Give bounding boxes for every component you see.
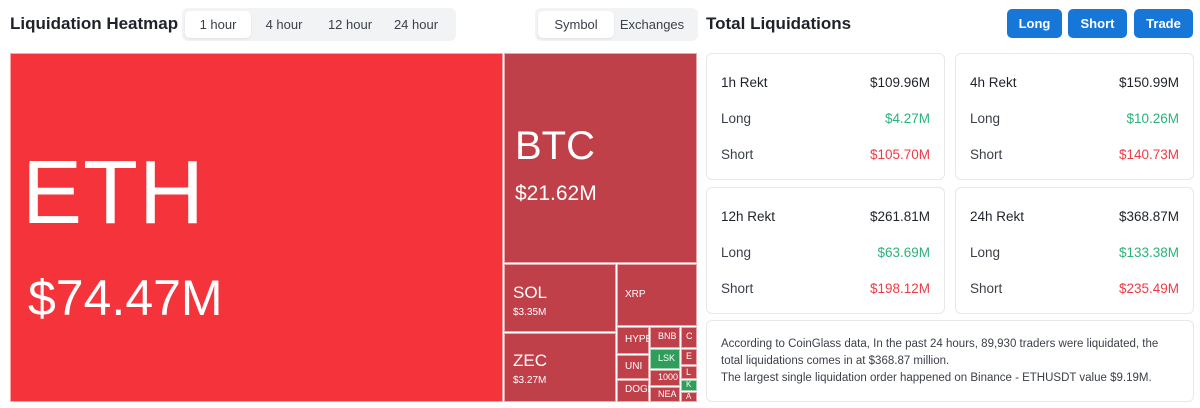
cell-symbol: C (686, 331, 693, 341)
rekt-total: $261.81M (869, 208, 930, 224)
heatmap-cell-small[interactable]: K (681, 380, 697, 391)
long-label: Long (970, 110, 1001, 126)
cell-value: $3.27M (513, 375, 547, 386)
short-button[interactable]: Short (1068, 9, 1127, 38)
short-label: Short (970, 146, 1003, 162)
heatmap-cell-uni[interactable]: UNI (617, 355, 649, 379)
time-option-24h[interactable]: 24 hour (393, 17, 439, 32)
long-label: Long (721, 110, 752, 126)
time-option-1h[interactable]: 1 hour (185, 11, 251, 38)
cell-symbol: 1000 (658, 372, 679, 382)
cell-symbol: LSK (658, 353, 676, 363)
short-value: $235.49M (1118, 280, 1179, 296)
short-label: Short (721, 280, 754, 296)
long-value: $63.69M (877, 244, 930, 260)
cell-symbol: ZEC (513, 351, 547, 370)
cell-symbol: E (686, 351, 693, 361)
rekt-total: $150.99M (1118, 74, 1179, 90)
heatmap-cell-eth[interactable]: ETH $74.47M (10, 53, 503, 402)
cell-value: $21.62M (515, 182, 597, 205)
cell-symbol: K (686, 380, 692, 389)
group-option-symbol[interactable]: Symbol (538, 11, 614, 38)
cell-symbol: BNB (658, 331, 677, 341)
cell-symbol: DOGE (625, 384, 649, 395)
liquidation-summary: According to CoinGlass data, In the past… (706, 320, 1194, 402)
heatmap-cell-btc[interactable]: BTC $21.62M (504, 53, 697, 263)
rekt-card-1h: 1h Rekt $109.96M Long $4.27M Short $105.70M (706, 53, 945, 180)
cell-symbol: SOL (513, 283, 548, 302)
long-value: $4.27M (884, 110, 930, 126)
long-value: $133.38M (1118, 244, 1179, 260)
rekt-total: $109.96M (869, 74, 930, 90)
cell-value: $3.35M (513, 307, 547, 318)
cell-symbol: NEA (658, 389, 677, 399)
heatmap-cell-lsk[interactable]: LSK (650, 349, 680, 369)
rekt-card-24h: 24h Rekt $368.87M Long $133.38M Short $235.… (955, 187, 1194, 314)
cell-symbol: ETH (22, 143, 205, 243)
long-label: Long (970, 244, 1001, 260)
summary-line: total liquidations comes in at $368.87 m… (721, 355, 950, 367)
rekt-card-4h: 4h Rekt $150.99M Long $10.26M Short $140.73… (955, 53, 1194, 180)
heatmap-cell-small[interactable]: C (681, 327, 697, 348)
rekt-label: 4h Rekt (970, 74, 1017, 90)
time-range-selector: 1 hour 4 hour 12 hour 24 hour (182, 8, 456, 41)
cell-symbol: UNI (625, 361, 643, 372)
long-label: Long (721, 244, 752, 260)
summary-line: The largest single liquidation order hap… (721, 372, 1152, 384)
short-value: $198.12M (869, 280, 930, 296)
short-label: Short (970, 280, 1003, 296)
heatmap-cell-sol[interactable]: SOL $3.35M (504, 264, 616, 332)
group-option-exchanges[interactable]: Exchanges (619, 17, 685, 32)
time-option-4h[interactable]: 4 hour (265, 17, 303, 32)
time-option-12h[interactable]: 12 hour (327, 17, 373, 32)
cell-symbol: L (686, 367, 692, 377)
rekt-label: 24h Rekt (970, 208, 1025, 224)
cell-symbol: A (686, 392, 692, 401)
heatmap-cell-doge[interactable]: DOGE (617, 380, 649, 402)
heatmap-cell-small[interactable]: L (681, 366, 697, 379)
heatmap-cell-small[interactable]: E (681, 349, 697, 365)
cell-value: $74.47M (28, 270, 223, 326)
group-by-selector: Symbol Exchanges (535, 8, 698, 41)
heatmap-title: Liquidation Heatmap (10, 14, 179, 33)
heatmap-cell-nea[interactable]: NEA (650, 387, 680, 402)
long-button[interactable]: Long (1007, 9, 1062, 38)
trade-button[interactable]: Trade (1134, 9, 1193, 38)
liquidation-heatmap: ETH $74.47M BTC $21.62M SOL $3.35M ZEC $… (10, 53, 697, 402)
heatmap-cell-small[interactable]: A (681, 392, 697, 402)
heatmap-cell-bnb[interactable]: BNB (650, 327, 680, 348)
summary-line: According to CoinGlass data, In the past… (721, 338, 1159, 350)
rekt-total: $368.87M (1118, 208, 1179, 224)
total-liquidations-title: Total Liquidations (706, 14, 852, 33)
rekt-card-12h: 12h Rekt $261.81M Long $63.69M Short $198.1… (706, 187, 945, 314)
short-value: $140.73M (1118, 146, 1179, 162)
rekt-label: 12h Rekt (721, 208, 776, 224)
short-label: Short (721, 146, 754, 162)
heatmap-cell-1000[interactable]: 1000 (650, 370, 680, 386)
cell-symbol: HYPE (625, 334, 649, 345)
heatmap-cell-hype[interactable]: HYPE (617, 327, 649, 354)
heatmap-cell-zec[interactable]: ZEC $3.27M (504, 333, 616, 402)
rekt-label: 1h Rekt (721, 74, 768, 90)
cell-symbol: BTC (515, 124, 595, 168)
long-value: $10.26M (1126, 110, 1179, 126)
cell-symbol: XRP (625, 289, 646, 300)
heatmap-cell-xrp[interactable]: XRP (617, 264, 697, 326)
short-value: $105.70M (869, 146, 930, 162)
